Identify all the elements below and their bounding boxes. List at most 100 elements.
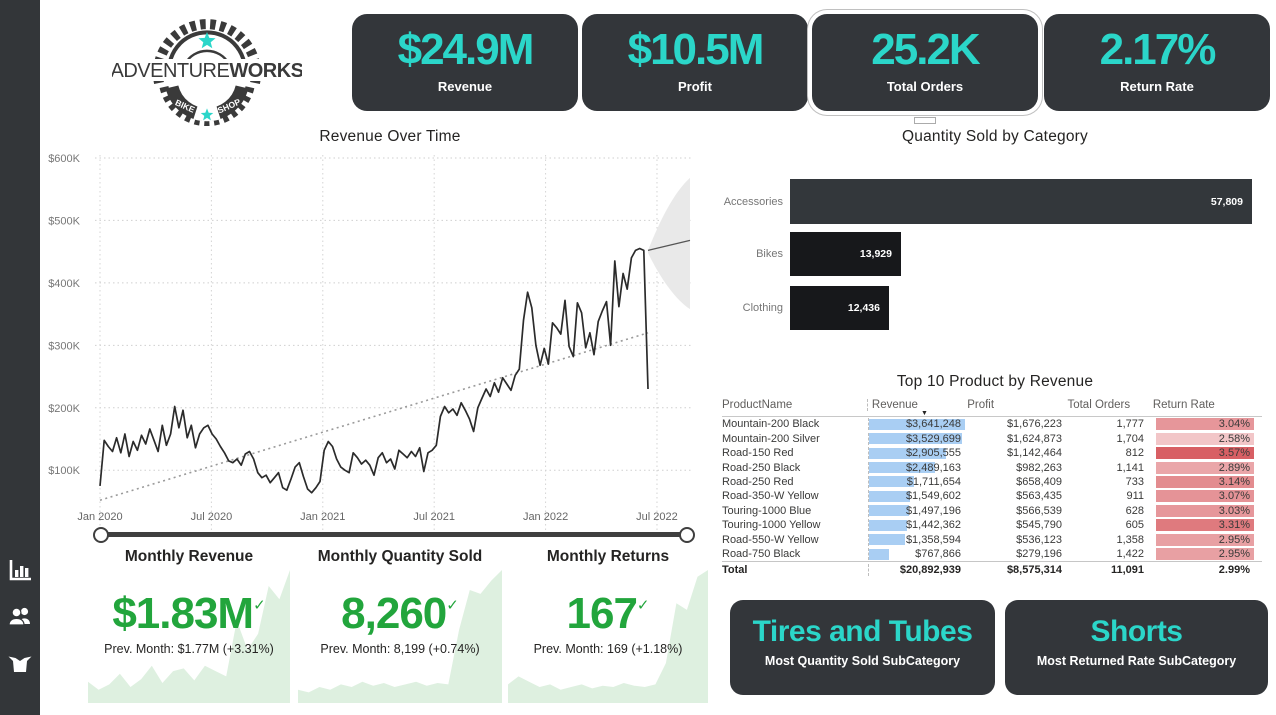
table-row[interactable]: Road-350-W Yellow $1,549,602 $563,435 911 3.…: [722, 489, 1262, 503]
table-row[interactable]: Mountain-200 Black $3,641,248 $1,676,223 1,…: [722, 417, 1262, 431]
top10-products-table: ProductName Revenue ▼ Profit Total Orders Ret…: [722, 394, 1262, 577]
kpi-label: Profit: [678, 79, 712, 94]
revenue-text: $3,641,248: [905, 418, 961, 431]
card-most-returned-subcategory[interactable]: Shorts Most Returned Rate SubCategory: [1005, 600, 1268, 695]
revenue-data-bar: [869, 505, 909, 517]
table-row[interactable]: Touring-1000 Yellow $1,442,362 $545,790 605…: [722, 518, 1262, 532]
bar-accessories[interactable]: 57,809: [790, 179, 1252, 224]
column-header-revenue[interactable]: Revenue ▼: [866, 399, 963, 417]
column-header-profit[interactable]: Profit: [967, 399, 995, 411]
tile-title-monthly-returns: Monthly Returns: [546, 548, 670, 565]
y-tick-label: $400K: [48, 278, 80, 290]
kpi-label: Return Rate: [1120, 79, 1194, 94]
table-row[interactable]: Touring-1000 Blue $1,497,196 $566,539 628 3.…: [722, 504, 1262, 518]
total-revenue: $20,892,939: [868, 563, 965, 576]
revenue-text: $3,529,699: [905, 432, 961, 445]
cell-return-rate: 2.95%: [1144, 533, 1254, 546]
kpi-card-profit[interactable]: $10.5M Profit: [582, 14, 808, 111]
selection-drag-handle[interactable]: [914, 117, 936, 124]
tile-title-monthly-revenue: Monthly Revenue: [124, 548, 254, 565]
subcategory-value: Tires and Tubes: [752, 615, 973, 648]
y-tick-label: $200K: [48, 403, 80, 415]
forecast-confidence-area: [648, 177, 690, 310]
table-row[interactable]: Road-250 Red $1,711,654 $658,409 733 3.14%: [722, 475, 1262, 489]
slider-handle-start[interactable]: [93, 527, 109, 543]
cell-return-rate: 3.14%: [1144, 475, 1254, 488]
bar-clothing[interactable]: 12,436: [790, 286, 889, 330]
kpi-tile-monthly-revenue[interactable]: $1.83M✓ Prev. Month: $1.77M (+3.31%): [88, 570, 290, 703]
revenue-text: $767,866: [915, 548, 961, 561]
cell-product-name: Road-350-W Yellow: [722, 490, 819, 503]
cell-product-name: Road-150 Red: [722, 447, 794, 460]
revenue-data-bar: [869, 534, 905, 546]
x-tick-label: Jan 2022: [523, 511, 568, 523]
revenue-series-line: [99, 247, 649, 494]
revenue-line-chart[interactable]: $100K $200K $300K $400K $500K $600K Jan 2020 Ju…: [40, 148, 700, 533]
revenue-data-bar: [869, 462, 935, 474]
people-icon[interactable]: [7, 603, 33, 629]
tile-title-monthly-quantity: Monthly Quantity Sold: [317, 548, 483, 565]
cell-total-orders: 1,358: [1116, 533, 1144, 546]
table-row[interactable]: Road-550-W Yellow $1,358,594 $536,123 1,358…: [722, 533, 1262, 547]
table-row[interactable]: Road-150 Red $2,905,555 $1,142,464 812 3.57%: [722, 446, 1262, 460]
y-tick-label: $100K: [48, 465, 80, 477]
table-title: Top 10 Product by Revenue: [896, 373, 1094, 390]
kpi-tile-monthly-quantity[interactable]: 8,260✓ Prev. Month: 8,199 (+0.74%): [298, 570, 502, 703]
x-tick-label: Jan 2021: [300, 511, 345, 523]
bar-chart-title: Quantity Sold by Category: [902, 128, 1088, 145]
kpi-card-total-orders[interactable]: 25.2K Total Orders: [812, 14, 1038, 111]
cell-return-rate: 3.07%: [1144, 490, 1254, 503]
table-row[interactable]: Road-750 Black $767,866 $279,196 1,422 2.95%: [722, 547, 1262, 561]
cell-total-orders: 1,141: [1116, 461, 1144, 474]
kpi-value: 2.17%: [1099, 25, 1217, 74]
cell-profit: $545,790: [1016, 519, 1062, 532]
cell-return-rate: 2.89%: [1144, 461, 1254, 474]
kpi-card-revenue[interactable]: $24.9M Revenue: [352, 14, 578, 111]
cell-profit: $279,196: [1016, 548, 1062, 561]
sparkline-area: [88, 570, 290, 703]
table-row[interactable]: Mountain-200 Silver $3,529,699 $1,624,873 1…: [722, 431, 1262, 445]
column-header-productname[interactable]: ProductName: [722, 399, 793, 411]
kpi-tile-monthly-returns[interactable]: 167✓ Prev. Month: 169 (+1.18%): [508, 570, 708, 703]
bar-category-label: Bikes: [756, 248, 783, 260]
revenue-text: $1,549,602: [905, 490, 961, 503]
kpi-value: $10.5M: [627, 25, 765, 74]
tile-prev-month: Prev. Month: 169 (+1.18%): [533, 642, 683, 656]
cell-revenue: $767,866: [868, 548, 965, 561]
cell-product-name: Road-550-W Yellow: [722, 533, 819, 546]
column-header-total-orders[interactable]: Total Orders: [1067, 399, 1131, 411]
bar-chart-icon[interactable]: [7, 557, 33, 583]
column-header-return-rate[interactable]: Return Rate: [1152, 399, 1215, 411]
x-tick-label: Jan 2020: [77, 511, 122, 523]
sparkline-area: [508, 570, 708, 703]
cell-profit: $1,676,223: [1006, 418, 1062, 431]
slider-handle-end[interactable]: [679, 527, 695, 543]
cell-return-rate: 3.31%: [1144, 519, 1254, 532]
table-row[interactable]: Road-250 Black $2,489,163 $982,263 1,141 2.8…: [722, 460, 1262, 474]
sidebar: [0, 0, 40, 715]
bar-bikes[interactable]: 13,929: [790, 232, 901, 276]
total-return-rate-text: 2.99%: [1218, 563, 1250, 576]
tile-value: 8,260✓: [341, 589, 459, 638]
line-chart-title: Revenue Over Time: [319, 128, 461, 145]
total-return-rate: 2.99%: [1144, 564, 1254, 576]
tile-prev-month: Prev. Month: $1.77M (+3.31%): [104, 642, 274, 656]
return-rate-heat: 3.57%: [1156, 447, 1254, 460]
kpi-card-return-rate[interactable]: 2.17% Return Rate: [1044, 14, 1270, 111]
cell-profit: $1,624,873: [1006, 432, 1062, 445]
date-range-slider-track[interactable]: [103, 532, 687, 537]
subcategory-label: Most Quantity Sold SubCategory: [764, 654, 961, 668]
revenue-text: $1,358,594: [905, 533, 961, 546]
y-tick-label: $500K: [48, 215, 80, 227]
revenue-text: $2,905,555: [905, 447, 961, 460]
bar-value-label: 12,436: [847, 302, 880, 314]
cell-total-orders: 1,777: [1116, 418, 1144, 431]
total-profit: $8,575,314: [1006, 563, 1062, 576]
sort-descending-icon: ▼: [920, 410, 928, 417]
goal-check-icon: ✓: [446, 597, 459, 614]
card-most-quantity-subcategory[interactable]: Tires and Tubes Most Quantity Sold SubCa…: [730, 600, 995, 695]
return-rate-heat: 3.04%: [1156, 418, 1254, 431]
package-icon[interactable]: [7, 649, 33, 675]
cell-total-orders: 911: [1126, 490, 1144, 503]
cell-product-name: Touring-1000 Blue: [722, 504, 812, 517]
